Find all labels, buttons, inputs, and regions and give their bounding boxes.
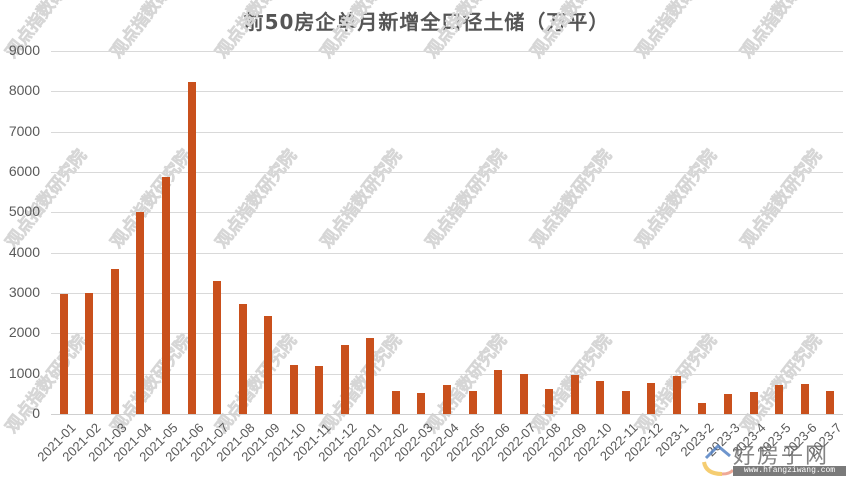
watermark-text: 观点指数研究院 — [733, 328, 827, 438]
bar-2021-08[interactable] — [238, 304, 247, 414]
bar-2022-11[interactable] — [621, 390, 630, 414]
y-tick-label: 7000 — [8, 123, 40, 139]
bar-2022-01[interactable] — [366, 338, 375, 414]
bar-2021-11[interactable] — [315, 365, 324, 414]
watermark-text: 观点指数研究院 — [1, 145, 92, 253]
bar-2021-09[interactable] — [264, 316, 273, 414]
watermark-text: 观点指数研究院 — [211, 145, 302, 253]
bar-2022-12[interactable] — [647, 382, 656, 414]
bar-2021-04[interactable] — [136, 212, 145, 414]
gridline — [51, 132, 843, 133]
bar-2023-4[interactable] — [749, 392, 758, 414]
bar-2022-03[interactable] — [417, 393, 426, 414]
x-axis-line — [51, 414, 843, 415]
gridline — [51, 333, 843, 334]
watermark-text: 观点指数研究院 — [421, 0, 512, 63]
logo-text: 好房子网 — [733, 444, 830, 469]
y-tick-label: 3000 — [8, 284, 40, 300]
y-tick-label: 6000 — [8, 163, 40, 179]
watermark-text: 观点指数研究院 — [631, 0, 722, 63]
watermark-text: 观点指数研究院 — [736, 145, 827, 253]
watermark-text: 观点指数研究院 — [631, 145, 722, 253]
bar-2022-10[interactable] — [596, 380, 605, 414]
bar-2023-2[interactable] — [698, 403, 707, 414]
bar-2021-01[interactable] — [59, 294, 68, 414]
bar-2021-07[interactable] — [213, 281, 222, 414]
y-tick-label: 1000 — [8, 365, 40, 381]
watermark-text: 观点指数研究院 — [421, 145, 512, 253]
gridline — [51, 212, 843, 213]
bar-2021-03[interactable] — [110, 268, 119, 414]
watermark-text: 观点指数研究院 — [526, 145, 617, 253]
watermark-text: 观点指数研究院 — [316, 145, 407, 253]
bar-2021-06[interactable] — [187, 81, 196, 414]
gridline — [51, 374, 843, 375]
bar-2023-7[interactable] — [826, 390, 835, 414]
y-tick-label: 4000 — [8, 244, 40, 260]
bar-2023-5[interactable] — [775, 384, 784, 414]
bar-2021-10[interactable] — [289, 365, 298, 414]
bar-2023-3[interactable] — [724, 394, 733, 414]
bar-2022-05[interactable] — [468, 391, 477, 414]
bar-2021-12[interactable] — [340, 344, 349, 414]
watermark-text: 观点指数研究院 — [106, 145, 197, 253]
y-tick-label: 9000 — [8, 42, 40, 58]
y-tick-label: 5000 — [8, 203, 40, 219]
y-tick-label: 2000 — [8, 324, 40, 340]
gridline — [51, 91, 843, 92]
watermark-text: 观点指数研究院 — [526, 0, 617, 63]
gridline — [51, 253, 843, 254]
house-logo-icon — [702, 443, 735, 476]
watermark-text: 观点指数研究院 — [736, 0, 827, 63]
gridline — [51, 293, 843, 294]
bar-2022-02[interactable] — [391, 390, 400, 414]
bar-2021-05[interactable] — [161, 176, 170, 414]
watermark-text: 观点指数研究院 — [106, 0, 197, 63]
bar-2023-1[interactable] — [672, 376, 681, 414]
y-tick-label: 0 — [32, 405, 40, 421]
watermark-text: 观点指数研究院 — [316, 0, 407, 63]
y-tick-label: 8000 — [8, 82, 40, 98]
watermark-text: 观点指数研究院 — [211, 0, 302, 63]
bar-2023-6[interactable] — [800, 383, 809, 414]
watermark-text: 观点指数研究院 — [316, 330, 407, 438]
bar-2022-06[interactable] — [494, 370, 503, 414]
bar-2022-08[interactable] — [545, 388, 554, 414]
bar-2022-07[interactable] — [519, 373, 528, 414]
bar-2022-04[interactable] — [443, 385, 451, 414]
site-logo: 好房子网 www.hfangziwang.com — [700, 438, 850, 478]
bar-2022-09[interactable] — [570, 375, 579, 414]
chart-title: 前50房企单月新增全口径土储（万平） — [243, 10, 610, 34]
gridline — [51, 172, 843, 173]
gridline — [51, 51, 843, 52]
bar-2021-02[interactable] — [85, 293, 94, 414]
logo-url: www.hfangziwang.com — [733, 466, 846, 476]
